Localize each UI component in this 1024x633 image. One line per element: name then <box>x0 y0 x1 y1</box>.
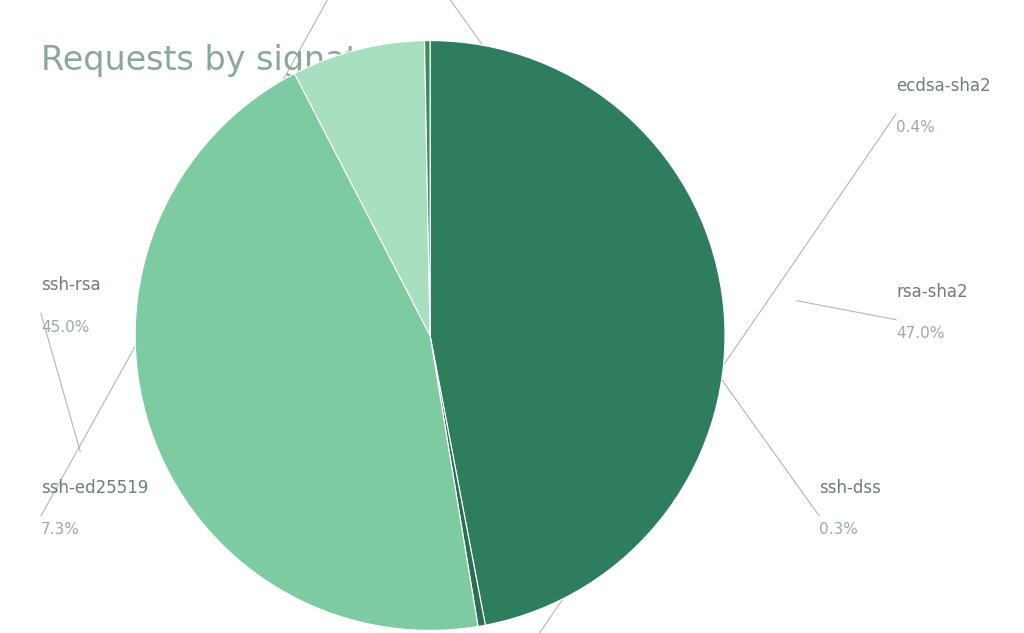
Text: ssh-ed25519: ssh-ed25519 <box>41 479 148 497</box>
Text: 0.4%: 0.4% <box>896 120 935 135</box>
Wedge shape <box>430 335 485 627</box>
Wedge shape <box>135 73 478 630</box>
Wedge shape <box>430 41 725 625</box>
Text: ssh-rsa: ssh-rsa <box>41 277 100 294</box>
Wedge shape <box>295 41 430 335</box>
Text: 47.0%: 47.0% <box>896 326 944 341</box>
Text: 7.3%: 7.3% <box>41 522 80 537</box>
Text: 0.3%: 0.3% <box>819 522 858 537</box>
Text: Requests by signature type: Requests by signature type <box>41 44 499 77</box>
Text: 45.0%: 45.0% <box>41 320 89 335</box>
Text: rsa-sha2: rsa-sha2 <box>896 283 968 301</box>
Wedge shape <box>425 41 430 335</box>
Text: ssh-dss: ssh-dss <box>819 479 881 497</box>
Text: ecdsa-sha2: ecdsa-sha2 <box>896 77 990 95</box>
